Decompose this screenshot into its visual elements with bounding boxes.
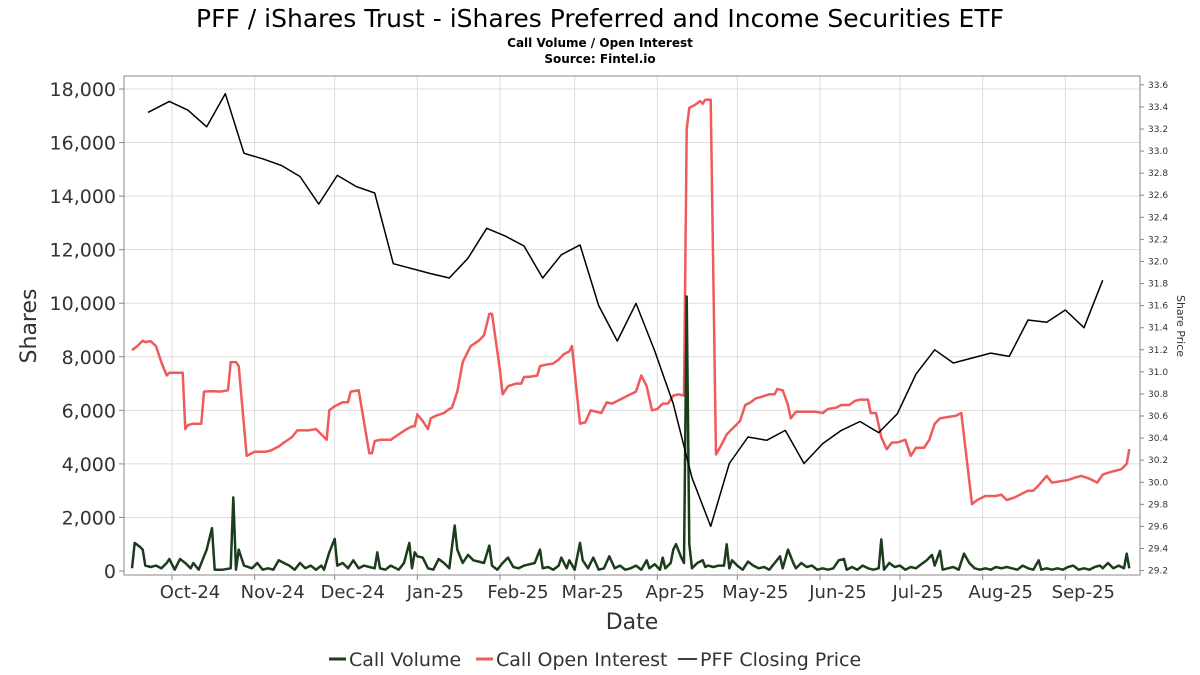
series-line-call-open-interest [131,98,1131,506]
y2-tick-label: 30.6 [1148,412,1168,422]
y-tick-label: 4,000 [62,454,116,476]
x-tick-label: Jan-25 [406,582,464,603]
series-line-pff-closing-price [147,92,1104,528]
legend-label-call-volume: Call Volume [349,649,461,671]
grid-lines [124,76,1140,575]
y2-tick-label: 33.6 [1148,81,1168,91]
x-tick-label: Jul-25 [891,582,943,603]
y-tick-label: 14,000 [50,186,116,208]
x-tick-label: Jun-25 [808,582,867,603]
chart-subtitle: Call Volume / Open Interest [507,36,693,50]
y2-tick-label: 30.0 [1148,478,1168,488]
y2-tick-label: 30.4 [1148,434,1168,444]
y-axis-right-ticks: 29.2 29.4 29.6 29.8 30.0 30.2 30.4 30.6 30.8 31.0… [1140,81,1168,577]
x-axis-title: Date [606,610,659,635]
y2-tick-label: 29.4 [1148,545,1168,555]
y2-tick-label: 32.4 [1148,213,1168,223]
y-tick-label: 8,000 [62,347,116,369]
x-tick-label: Apr-25 [646,582,705,603]
y2-tick-label: 30.2 [1148,456,1168,466]
y2-tick-label: 29.2 [1148,567,1168,577]
y2-tick-label: 33.4 [1148,103,1168,113]
y2-tick-label: 31.0 [1148,368,1168,378]
y2-tick-label: 32.8 [1148,169,1168,179]
chart-title: PFF / iShares Trust - iShares Preferred … [196,4,1004,33]
legend-label-call-open-interest: Call Open Interest [496,649,668,671]
y2-tick-label: 29.6 [1148,522,1168,532]
y2-tick-label: 31.8 [1148,280,1168,290]
x-tick-label: Oct-24 [160,582,221,603]
x-axis-ticks: Oct-24 Nov-24 Dec-24 Jan-25 Feb-25 Mar-25 Apr-… [160,575,1115,603]
y-tick-label: 2,000 [62,507,116,529]
y2-tick-label: 30.8 [1148,390,1168,400]
y-axis-left-ticks: 0 2,000 4,000 6,000 8,000 10,000 12,000 14,000 1… [50,79,124,583]
x-tick-label: Mar-25 [562,582,624,603]
x-tick-label: Aug-25 [968,582,1033,603]
y2-tick-label: 32.6 [1148,191,1168,201]
x-tick-label: Feb-25 [487,582,548,603]
y-tick-label: 6,000 [62,400,116,422]
plot-frame [123,75,1141,576]
y-tick-label: 10,000 [50,293,116,315]
chart-source: Source: Fintel.io [544,52,655,66]
x-tick-label: Dec-24 [321,582,385,603]
y2-tick-label: 31.4 [1148,324,1168,334]
y-tick-label: 12,000 [50,240,116,262]
y-tick-label: 18,000 [50,79,116,101]
y2-axis-title: Share Price [1174,295,1187,357]
y2-tick-label: 32.0 [1148,257,1168,267]
y-tick-label: 0 [104,561,116,583]
x-tick-label: Nov-24 [241,582,305,603]
y2-tick-label: 31.6 [1148,302,1168,312]
x-tick-label: Sep-25 [1052,582,1115,603]
legend: Call Volume Call Open Interest PFF Closi… [329,649,861,671]
legend-label-pff-closing-price: PFF Closing Price [700,649,861,671]
y2-tick-label: 29.8 [1148,500,1168,510]
x-tick-label: May-25 [722,582,788,603]
y2-tick-label: 33.0 [1148,147,1168,157]
plot-series [130,92,1131,571]
y2-tick-label: 32.2 [1148,235,1168,245]
y-tick-label: 16,000 [50,133,116,155]
series-line-call-volume [130,295,1131,571]
y2-tick-label: 31.2 [1148,346,1168,356]
y-axis-title: Shares [17,289,42,364]
y2-tick-label: 33.2 [1148,125,1168,135]
